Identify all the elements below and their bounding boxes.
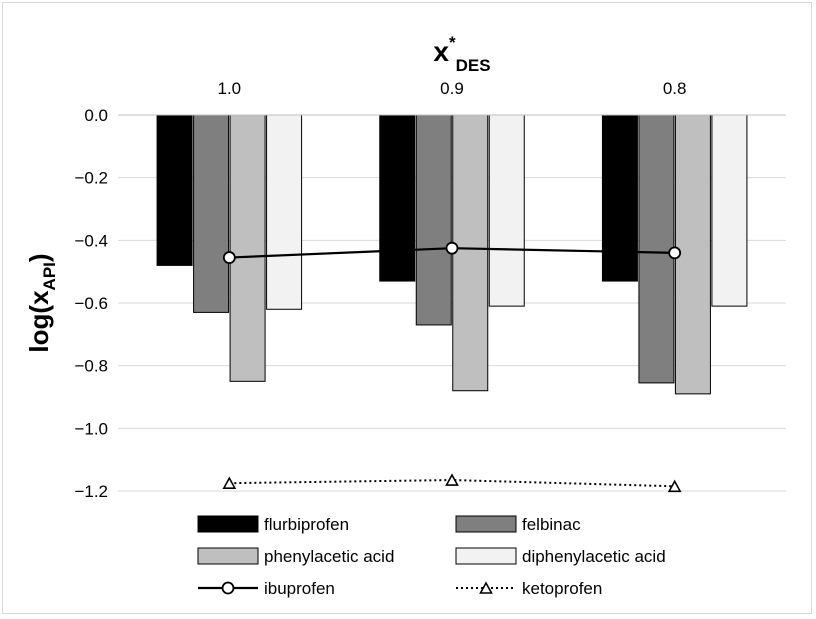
bar-diphenylacetic-acid: [711, 114, 748, 307]
x-tick-label: 0.8: [663, 79, 687, 98]
legend-item-ibuprofen: ibuprofen: [198, 579, 335, 598]
point-ketoprofen: [667, 479, 682, 493]
bars: [156, 114, 748, 395]
legend-marker: [479, 581, 493, 594]
legend-label: diphenylacetic acid: [522, 547, 666, 566]
legend-item-ketoprofen: ketoprofen: [456, 579, 602, 598]
legend-label: ketoprofen: [522, 579, 602, 598]
y-tick-label: −1.0: [74, 419, 108, 438]
point-ketoprofen: [445, 473, 459, 486]
legend-label: flurbiprofen: [264, 515, 349, 534]
point-ketoprofen: [222, 476, 237, 489]
legend: flurbiprofen felbinac phenylacetic acid dip…: [197, 515, 666, 598]
bar-phenylacetic-acid: [229, 114, 266, 382]
line-ketoprofen: [229, 479, 675, 488]
gridlines: [118, 177, 786, 492]
x-tick-label: 1.0: [218, 79, 242, 98]
legend-item-flurbiprofen: flurbiprofen: [197, 515, 349, 534]
bar-felbinac: [193, 114, 230, 313]
bar-flurbiprofen: [601, 114, 638, 282]
x-axis-title: x*DES: [433, 33, 490, 75]
bar-felbinac: [415, 114, 452, 326]
y-axis: 0.0 −0.2 −0.4 −0.6 −0.8 −1.0 −1.2: [74, 106, 108, 501]
legend-item-felbinac: felbinac: [455, 515, 581, 534]
legend-label: phenylacetic acid: [264, 547, 394, 566]
x-tick-label: 0.9: [440, 79, 464, 98]
bar-flurbiprofen: [156, 114, 193, 266]
y-axis-title: log(xAPI): [24, 253, 59, 352]
legend-item-diphenylacetic-acid: diphenylacetic acid: [455, 547, 666, 566]
y-tick-label: −0.2: [74, 169, 108, 188]
bar-flurbiprofen: [379, 114, 416, 282]
legend-swatch: [197, 515, 259, 533]
lines: [222, 241, 682, 493]
x-axis: 1.0 0.9 0.8: [118, 79, 786, 116]
legend-label: felbinac: [522, 515, 581, 534]
y-tick-label: −1.2: [74, 482, 108, 501]
legend-item-phenylacetic-acid: phenylacetic acid: [197, 547, 394, 566]
y-tick-label: −0.6: [74, 294, 108, 313]
legend-swatch: [455, 515, 517, 533]
y-tick-label: 0.0: [84, 106, 108, 125]
bar-phenylacetic-acid: [452, 114, 489, 392]
legend-label: ibuprofen: [264, 579, 335, 598]
point-ibuprofen: [445, 241, 459, 255]
y-tick-label: −0.8: [74, 357, 108, 376]
legend-marker: [221, 581, 235, 595]
y-tick-label: −0.4: [74, 231, 108, 250]
legend-swatch: [197, 547, 259, 565]
bar-diphenylacetic-acid: [266, 114, 303, 310]
legend-swatch: [455, 547, 517, 565]
point-ibuprofen: [222, 251, 236, 264]
bar-diphenylacetic-acid: [488, 114, 525, 307]
bar-felbinac: [638, 114, 675, 384]
point-ibuprofen: [668, 246, 682, 260]
